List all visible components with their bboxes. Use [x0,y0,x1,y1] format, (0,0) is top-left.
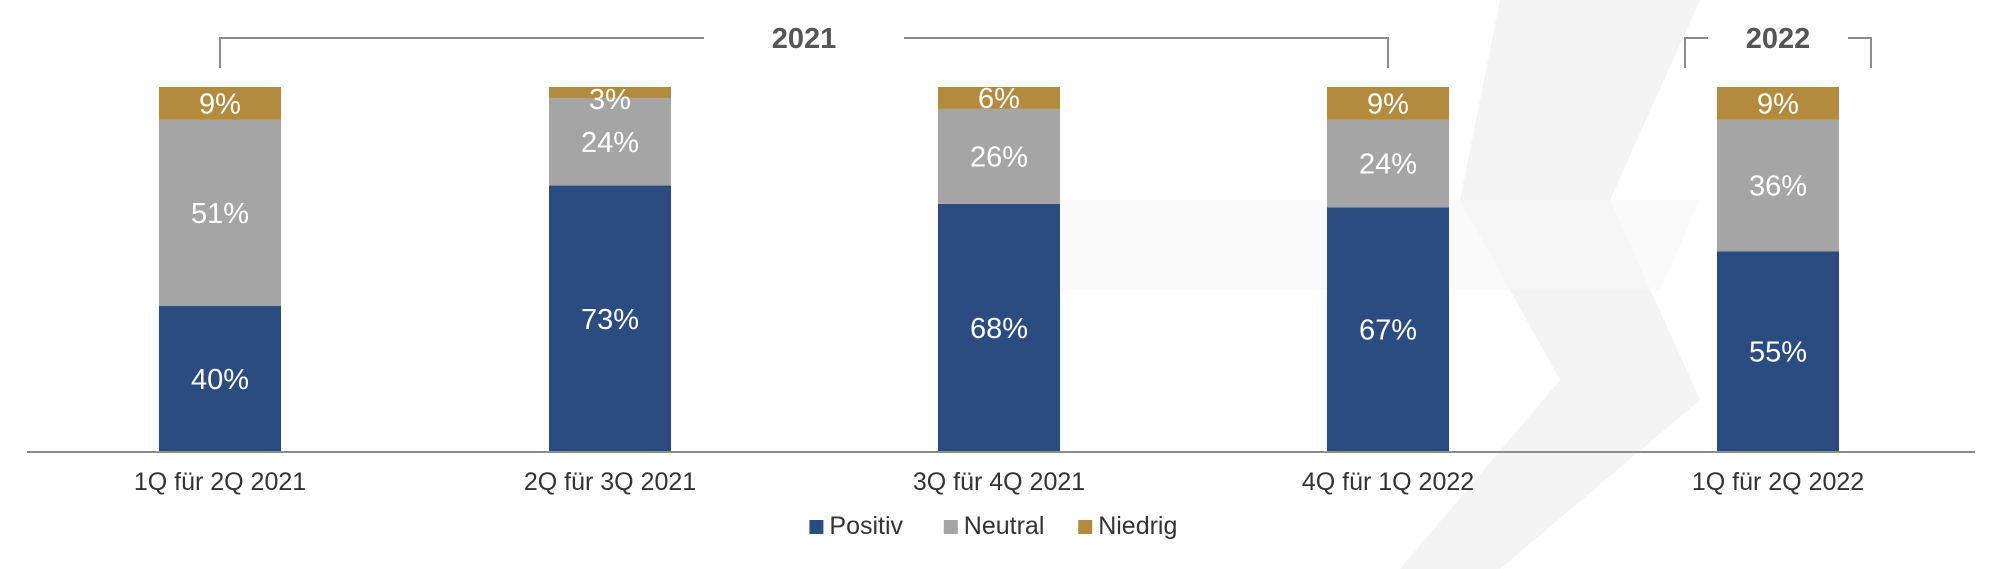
bar-segment-neutral [159,119,281,306]
legend-swatch-niedrig [1078,520,1093,534]
x-tick-label: 2Q für 3Q 2021 [524,468,696,496]
data-label: 68% [970,313,1028,345]
bar-segment-niedrig [549,87,671,98]
bar-segment-positiv [938,203,1060,452]
data-label: 40% [191,364,249,396]
data-label: 9% [1757,88,1799,120]
bar-segment-neutral [1327,119,1449,208]
data-label: 67% [1359,315,1417,347]
bar-segment-positiv [159,306,281,452]
bar-segment-neutral [549,97,671,186]
legend-label: Neutral [964,512,1045,540]
x-tick-label: 3Q für 4Q 2021 [913,468,1085,496]
legend: Positiv Neutral Niedrig [809,512,1177,540]
bar-segment-niedrig [938,87,1060,109]
group-year-label: 2021 [772,23,837,55]
year-group-brackets: 2021 2022 [219,23,1872,68]
data-label: 24% [1359,149,1417,181]
group-bracket-left [1684,37,1708,68]
data-label: 9% [199,88,241,120]
legend-label: Niedrig [1098,512,1177,540]
x-tick-label: 1Q für 2Q 2021 [134,468,306,496]
legend-swatch-positiv [809,520,824,534]
data-label: 55% [1749,337,1807,369]
data-label: 6% [978,83,1020,115]
x-axis: 1Q für 2Q 2021 2Q für 3Q 2021 3Q für 4Q 20… [27,451,1975,496]
x-tick-label: 1Q für 2Q 2022 [1692,468,1864,496]
bars [159,87,1839,453]
bar-segment-niedrig [1717,87,1839,120]
data-label: 51% [191,198,249,230]
group-bracket-left [219,37,704,68]
data-label: 9% [1367,88,1409,120]
legend-label: Positiv [829,512,903,540]
bar-segment-niedrig [1327,87,1449,120]
bar-segment-positiv [549,185,671,453]
data-label: 26% [970,141,1028,173]
bar-segment-positiv [1327,207,1449,452]
data-label: 24% [581,127,639,159]
data-label: 73% [581,304,639,336]
group-bracket-right [904,37,1389,68]
bar-segment-neutral [938,108,1060,204]
bar-segment-neutral [1717,119,1839,252]
group-bracket-right [1848,37,1872,68]
data-label: 36% [1749,171,1807,203]
bar-segment-niedrig [159,87,281,120]
x-tick-label: 4Q für 1Q 2022 [1302,468,1474,496]
segment-labels: 40% 51% 9% 73% 24% 3% 68% 26% 6% 67% 24% 9% 55% 36% 9% [191,83,1807,396]
legend-swatch-neutral [943,520,958,534]
data-label: 3% [589,84,631,116]
group-year-label: 2022 [1746,23,1811,55]
bar-segment-positiv [1717,251,1839,452]
